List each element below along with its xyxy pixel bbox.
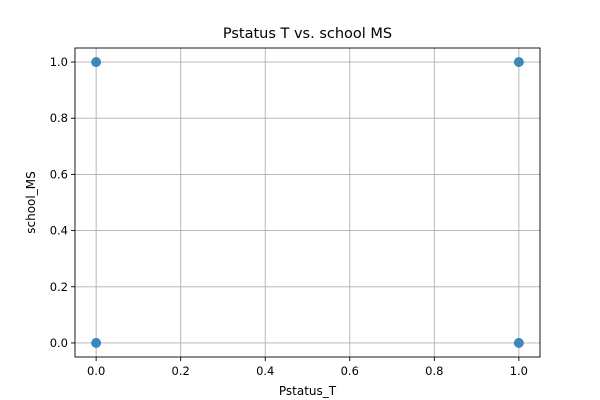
points-layer [91,57,524,348]
y-tick-label: 0.0 [50,336,68,350]
x-axis-label: Pstatus_T [279,384,337,398]
y-tick-label: 0.2 [50,280,68,294]
x-tick-label: 0.2 [172,364,190,378]
x-tick-label: 0.0 [87,364,105,378]
data-point [513,338,524,348]
ticks-layer: 0.0 0.2 0.4 0.6 0.8 1.0 0.0 0.2 0.4 0.6 0.8 1.0 [50,55,528,378]
chart-title: Pstatus T vs. school MS [223,26,392,42]
x-tick-label: 0.8 [425,364,443,378]
data-point [91,338,102,348]
data-point [91,57,102,67]
y-tick-label: 0.4 [50,224,68,238]
grid-layer [75,48,540,357]
data-point [513,57,524,67]
y-tick-label: 1.0 [50,55,68,69]
x-tick-label: 0.6 [341,364,359,378]
y-axis-label: school_MS [24,171,38,233]
x-tick-label: 0.4 [256,364,274,378]
y-tick-label: 0.6 [50,167,68,181]
plot-frame [74,47,541,358]
x-tick-label: 1.0 [510,364,528,378]
y-tick-label: 0.8 [50,111,68,125]
